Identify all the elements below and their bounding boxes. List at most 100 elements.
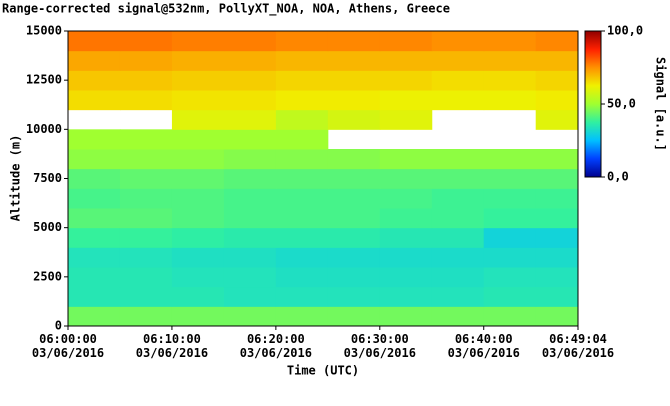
heatmap-cell: [171, 286, 225, 307]
heatmap-cell: [171, 90, 225, 111]
heatmap-cell: [379, 149, 433, 170]
x-tick-label: 06:20:00 03/06/2016: [239, 332, 312, 360]
heatmap-cell: [379, 306, 433, 327]
heatmap-cell: [223, 188, 277, 209]
colorbar-label: Signal [a.u.]: [654, 57, 668, 151]
heatmap-cell: [327, 286, 381, 307]
heatmap-cell: [171, 267, 225, 288]
heatmap-cell: [223, 149, 277, 170]
heatmap-cell: [275, 247, 329, 268]
colorbar-tick-label: 100,0: [607, 24, 643, 38]
heatmap-cell: [223, 70, 277, 91]
heatmap-cell: [119, 208, 173, 229]
heatmap-cell: [119, 31, 173, 52]
heatmap-cell: [483, 208, 537, 229]
heatmap-cell: [223, 90, 277, 111]
heatmap-cell: [379, 90, 433, 111]
y-tick-label: 7500: [33, 171, 62, 185]
y-tick-label: 10000: [26, 122, 62, 136]
heatmap-cell: [119, 188, 173, 209]
x-tick-label: 06:40:00 03/06/2016: [447, 332, 520, 360]
heatmap-cell: [223, 227, 277, 248]
heatmap-cell: [68, 286, 121, 307]
heatmap-cell: [535, 247, 579, 268]
heatmap-cell: [431, 31, 485, 52]
heatmap-cell: [483, 168, 537, 189]
heatmap-cell: [223, 208, 277, 229]
heatmap-cell: [327, 208, 381, 229]
heatmap-cell: [431, 306, 485, 327]
heatmap-cell: [275, 188, 329, 209]
heatmap-cell: [119, 306, 173, 327]
heatmap-cell: [119, 90, 173, 111]
heatmap-cell: [327, 70, 381, 91]
y-axis-label: Altitude (m): [9, 135, 23, 222]
heatmap-cell: [119, 227, 173, 248]
heatmap-cell: [483, 227, 537, 248]
x-axis-label: Time (UTC): [287, 364, 359, 378]
colorbar-tick-label: 50,0: [607, 97, 636, 111]
heatmap-cell: [535, 109, 579, 130]
heatmap-cell: [483, 31, 537, 52]
heatmap-cell: [275, 168, 329, 189]
heatmap-cell: [223, 50, 277, 71]
heatmap-cell: [119, 50, 173, 71]
heatmap-cell: [275, 267, 329, 288]
heatmap-cell: [431, 267, 485, 288]
heatmap-cell: [275, 90, 329, 111]
heatmap-cell: [223, 168, 277, 189]
heatmap-cell: [431, 149, 485, 170]
heatmap-cell: [379, 70, 433, 91]
heatmap-cell: [483, 149, 537, 170]
heatmap-cell: [171, 129, 225, 150]
heatmap-cell: [483, 50, 537, 71]
heatmap-cell: [379, 50, 433, 71]
heatmap-cell: [68, 149, 121, 170]
heatmap-cell: [223, 286, 277, 307]
heatmap-cell: [431, 168, 485, 189]
heatmap-cell: [68, 31, 121, 52]
heatmap-cell: [171, 168, 225, 189]
heatmap-cell: [275, 306, 329, 327]
heatmap-cell: [275, 286, 329, 307]
heatmap-cell: [379, 188, 433, 209]
heatmap-cell: [68, 188, 121, 209]
heatmap-cell: [379, 227, 433, 248]
heatmap-cell: [171, 149, 225, 170]
heatmap-cell: [223, 247, 277, 268]
heatmap-cell: [68, 168, 121, 189]
heatmap-cell: [327, 90, 381, 111]
x-tick-label: 06:30:00 03/06/2016: [343, 332, 416, 360]
heatmap-cell: [171, 247, 225, 268]
heatmap-cell: [431, 208, 485, 229]
y-tick-label: 2500: [33, 269, 62, 283]
heatmap-cell: [327, 227, 381, 248]
heatmap-cell: [483, 267, 537, 288]
heatmap-cell: [535, 70, 579, 91]
heatmap-cell: [119, 286, 173, 307]
y-tick-label: 5000: [33, 220, 62, 234]
heatmap-cell: [171, 109, 225, 130]
heatmap-cell: [535, 50, 579, 71]
heatmap-cell: [68, 129, 121, 150]
heatmap-cell: [171, 188, 225, 209]
heatmap-cell: [171, 70, 225, 91]
colorbar-tick-label: 0,0: [607, 170, 629, 184]
heatmap-cell: [483, 90, 537, 111]
heatmap-cell: [535, 208, 579, 229]
heatmap-cell: [483, 306, 537, 327]
heatmap-cell: [327, 149, 381, 170]
x-tick-label: 06:49:04 03/06/2016: [541, 332, 615, 360]
heatmap-cell: [431, 286, 485, 307]
heatmap-cell: [275, 149, 329, 170]
heatmap-cell: [68, 208, 121, 229]
heatmap-cell: [483, 286, 537, 307]
heatmap-cell: [379, 286, 433, 307]
x-tick-label: 06:10:00 03/06/2016: [135, 332, 209, 360]
heatmap-cell: [327, 31, 381, 52]
heatmap-cell: [119, 267, 173, 288]
heatmap-cell: [431, 50, 485, 71]
heatmap-cell: [171, 31, 225, 52]
